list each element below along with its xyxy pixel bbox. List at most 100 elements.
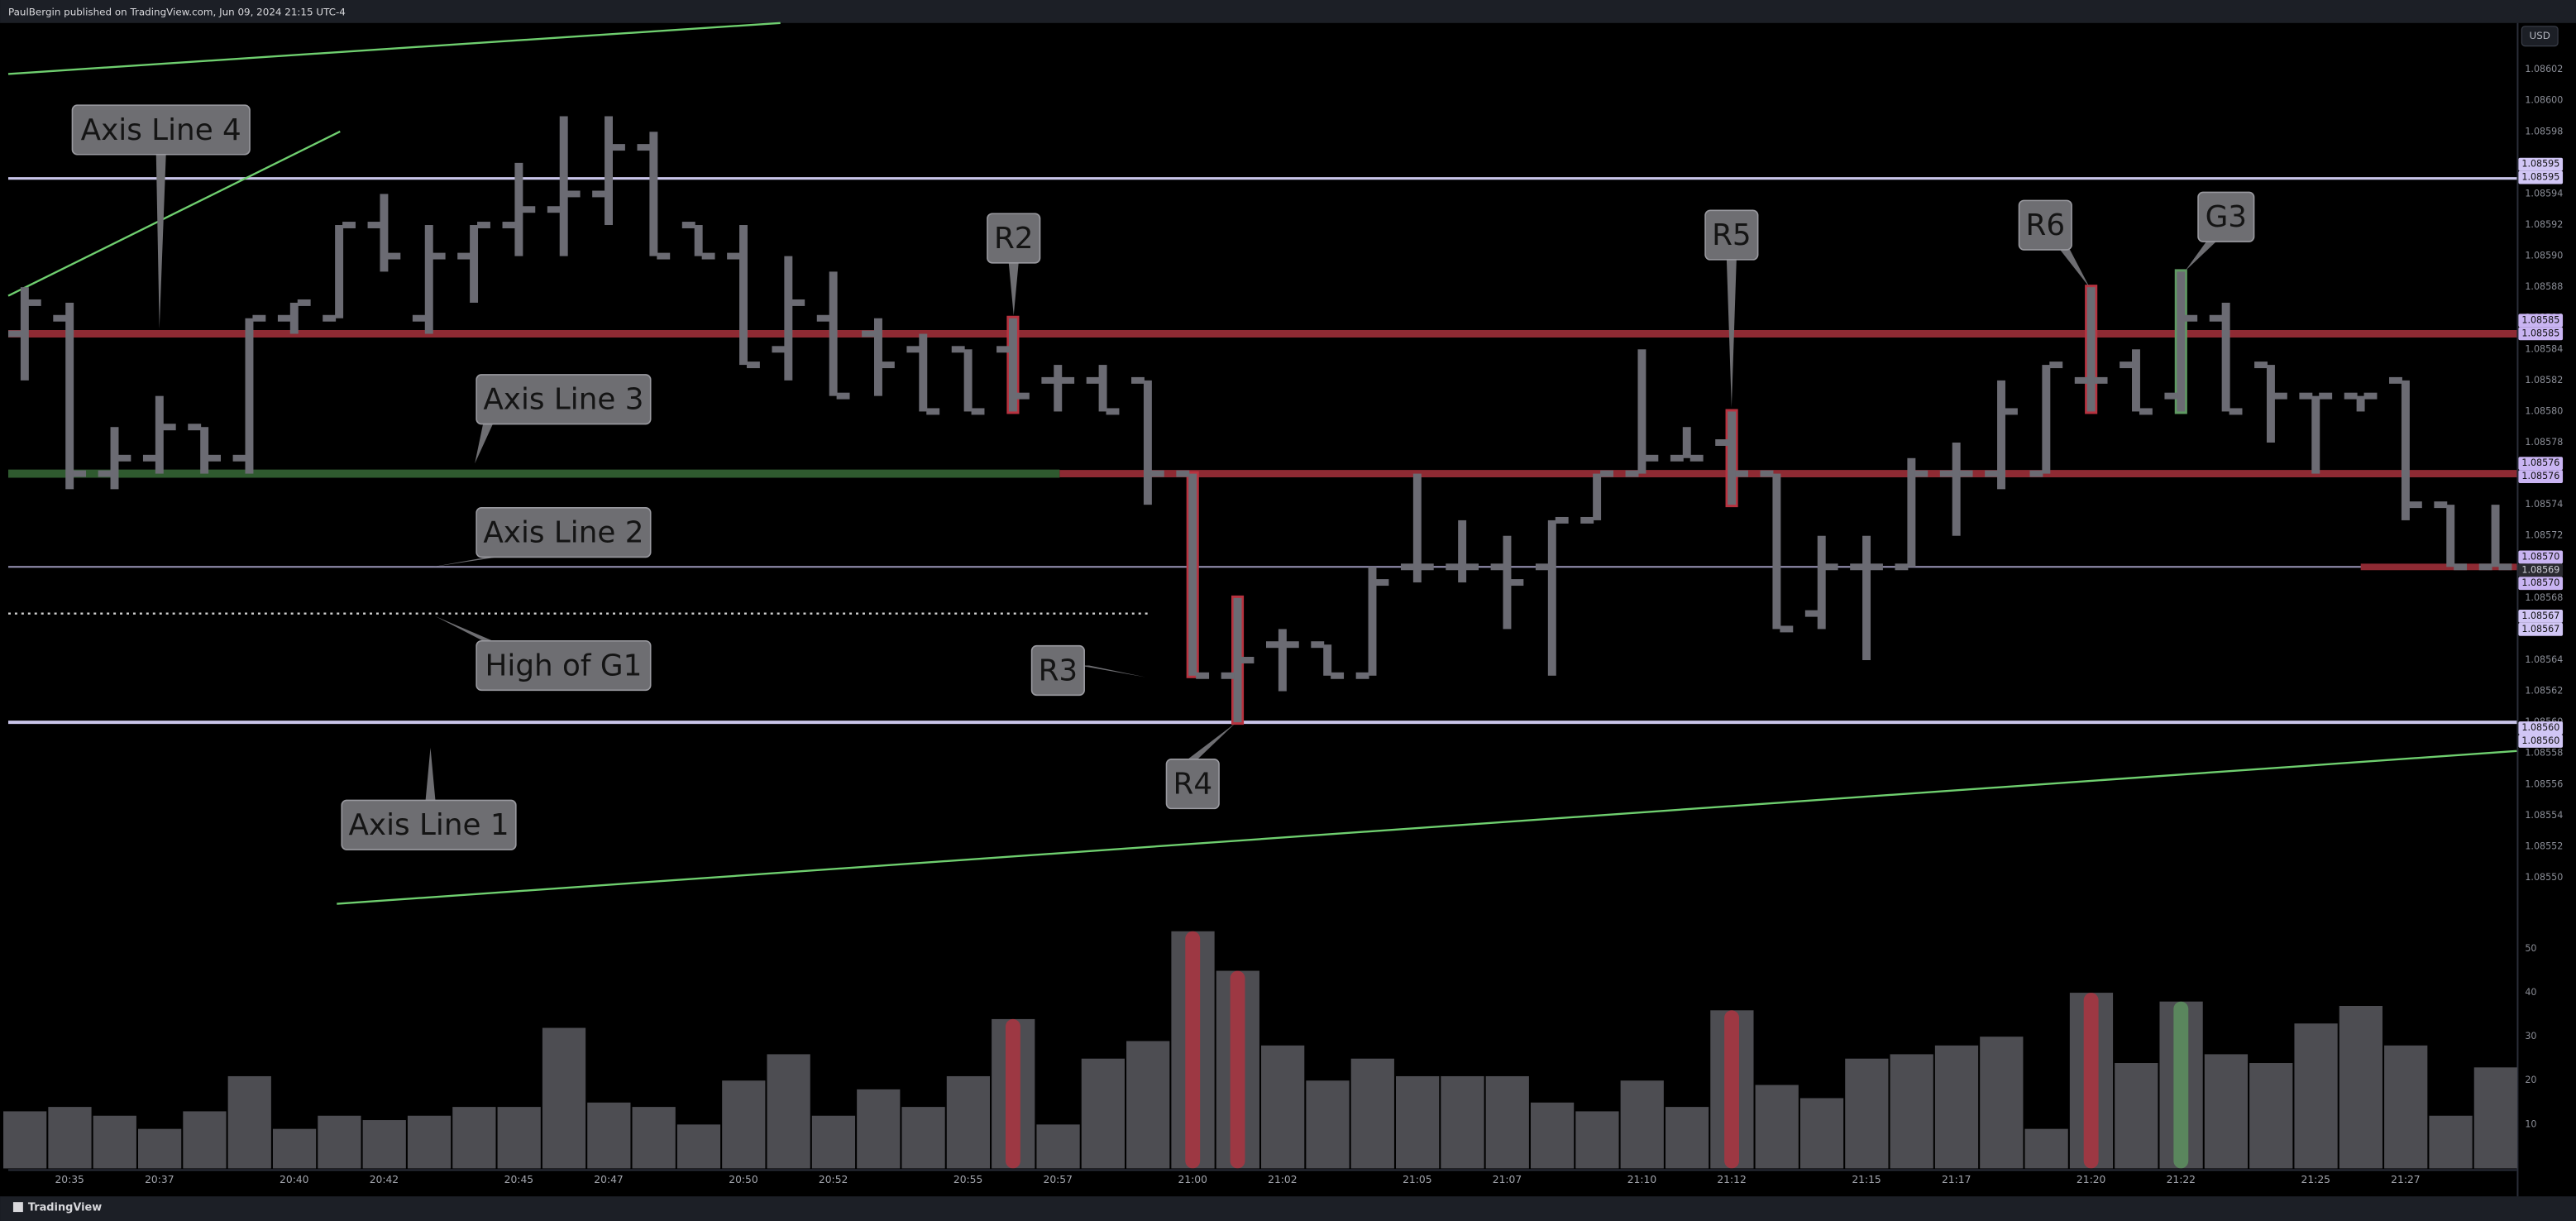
bar-open (412, 314, 426, 322)
price-label: 1.08595 (2521, 172, 2559, 183)
volume-bar (946, 1075, 991, 1169)
bar-open (1625, 470, 1639, 477)
bar-close (2498, 563, 2512, 571)
callout-pointer (1008, 262, 1019, 316)
volume-bar (1934, 1045, 1979, 1169)
bar-close (2273, 392, 2287, 400)
volume-bar (2204, 1054, 2249, 1169)
x-tick-label: 21:12 (1717, 1174, 1746, 1185)
price-label: 1.08569 (2521, 564, 2559, 575)
bar-close (1331, 672, 1345, 679)
bar-open (457, 252, 471, 260)
y-tick-label: 1.08554 (2525, 810, 2563, 821)
volume-bar (1755, 1085, 1799, 1169)
bar-open (1446, 563, 1460, 571)
bar-range (155, 395, 164, 474)
price-label-bg (2518, 563, 2564, 577)
bar-open (906, 346, 920, 353)
bar-open (1265, 641, 1279, 649)
volume-bar (1126, 1041, 1170, 1169)
bar-range (2266, 365, 2275, 443)
bar-open (1804, 610, 1818, 617)
bar-open (1670, 454, 1684, 462)
volume-bar (1485, 1075, 1529, 1169)
y-tick-label: 1.08572 (2525, 530, 2563, 541)
footer-text: TradingView (28, 1202, 102, 1214)
bar-close (1196, 672, 1210, 679)
callout-text: R4 (1173, 768, 1212, 802)
volume-bar (1620, 1080, 1664, 1169)
bar-open (547, 206, 561, 213)
bar-range (289, 302, 299, 334)
volume-bar (2429, 1115, 2473, 1169)
price-label: 1.08585 (2521, 314, 2559, 325)
volume-bar (2384, 1045, 2428, 1169)
volume-highlight (1230, 970, 1245, 1169)
callout-pointer (2060, 249, 2090, 288)
currency: USD (2530, 30, 2550, 41)
bar-open (1355, 672, 1369, 679)
volume-bar (2294, 1023, 2338, 1169)
bar-close (1465, 563, 1479, 571)
callout-box (476, 639, 652, 692)
price-label: 1.08570 (2521, 551, 2559, 562)
bar-close (387, 252, 401, 260)
y-tick-label: 1.08580 (2525, 405, 2563, 416)
x-tick-label: 21:17 (1942, 1174, 1971, 1185)
bar-close (1150, 470, 1164, 477)
bar-close (252, 314, 266, 322)
bar-open (2254, 362, 2268, 369)
x-tick-label: 20:57 (1044, 1174, 1073, 1185)
callout-text: Axis Line 4 (81, 113, 241, 147)
y-tick-label: 1.08556 (2525, 778, 2563, 789)
callout-text: High of G1 (485, 649, 643, 683)
bar-range (2042, 365, 2051, 474)
trend-line (7, 22, 781, 75)
bar-close (2094, 376, 2108, 384)
bar-range (559, 116, 568, 256)
callout-box (2197, 191, 2255, 242)
bar-range (1368, 567, 1377, 676)
y-tick-label: 1.08590 (2525, 251, 2563, 261)
bar-range (245, 318, 254, 474)
bar-close (971, 408, 985, 415)
logo-mark (12, 1202, 23, 1213)
price-label: 1.08567 (2521, 610, 2559, 621)
callout-text: Axis Line 3 (483, 383, 643, 417)
bar-range (65, 302, 74, 490)
callout-pointer (435, 615, 494, 641)
volume-bar (1081, 1058, 1125, 1169)
bar-open (1535, 563, 1549, 571)
volume-bars (3, 931, 2517, 1169)
bar-close (1555, 516, 1569, 524)
bar-range (2177, 271, 2186, 412)
price-label: 1.08576 (2521, 471, 2559, 481)
volume-bar (497, 1107, 541, 1169)
price-label-bg (2518, 610, 2564, 623)
x-tick-label: 21:25 (2301, 1174, 2330, 1185)
price-label-bg (2518, 721, 2564, 735)
volume-bar (2249, 1063, 2293, 1169)
bar-range (2491, 505, 2500, 567)
callout-text: R5 (1712, 218, 1752, 252)
volume-bar (542, 1027, 586, 1169)
volume-bar (137, 1128, 182, 1169)
bar-close (836, 392, 850, 400)
bar-close (566, 190, 581, 198)
bar-range (1952, 443, 1961, 536)
bar-open (7, 330, 22, 338)
bar-range (784, 256, 793, 381)
bar-range (1503, 535, 1512, 630)
bar-open (2074, 376, 2088, 384)
bar-range (1862, 535, 1871, 660)
bar-close (1645, 454, 1659, 462)
x-tick-label: 20:35 (55, 1174, 84, 1185)
bar-range (424, 225, 433, 334)
bar-close (2139, 408, 2153, 415)
y-tick-label: 1.08582 (2525, 375, 2563, 385)
volume-bar (1665, 1107, 1709, 1169)
bar-open (188, 424, 202, 431)
